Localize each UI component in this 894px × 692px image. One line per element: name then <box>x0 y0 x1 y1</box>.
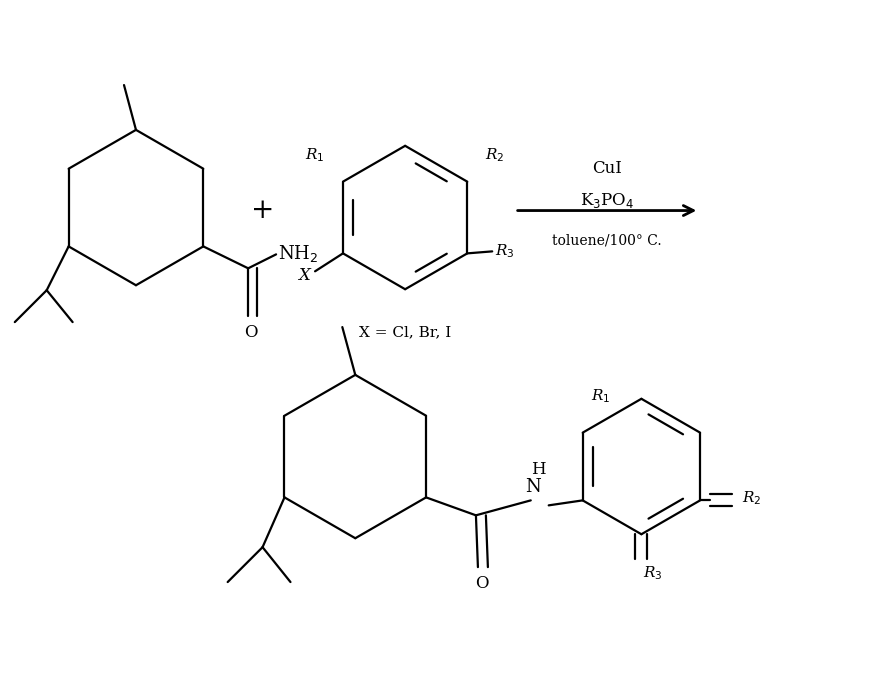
Text: K$_3$PO$_4$: K$_3$PO$_4$ <box>579 191 633 210</box>
Text: O: O <box>475 575 488 592</box>
Text: R$_2$: R$_2$ <box>485 146 504 164</box>
Text: R$_3$: R$_3$ <box>643 564 662 582</box>
Text: X: X <box>298 267 309 284</box>
Text: X = Cl, Br, I: X = Cl, Br, I <box>358 325 451 339</box>
Text: N: N <box>524 478 540 496</box>
Text: +: + <box>250 197 274 224</box>
Text: R$_2$: R$_2$ <box>741 489 761 507</box>
Text: H: H <box>531 462 545 478</box>
Text: R$_1$: R$_1$ <box>590 387 610 405</box>
Text: NH$_2$: NH$_2$ <box>278 243 318 264</box>
Text: R$_3$: R$_3$ <box>494 242 514 260</box>
Text: O: O <box>244 324 257 341</box>
Text: R$_1$: R$_1$ <box>305 146 325 164</box>
Text: CuI: CuI <box>592 161 621 177</box>
Text: toluene/100° C.: toluene/100° C. <box>552 233 661 248</box>
